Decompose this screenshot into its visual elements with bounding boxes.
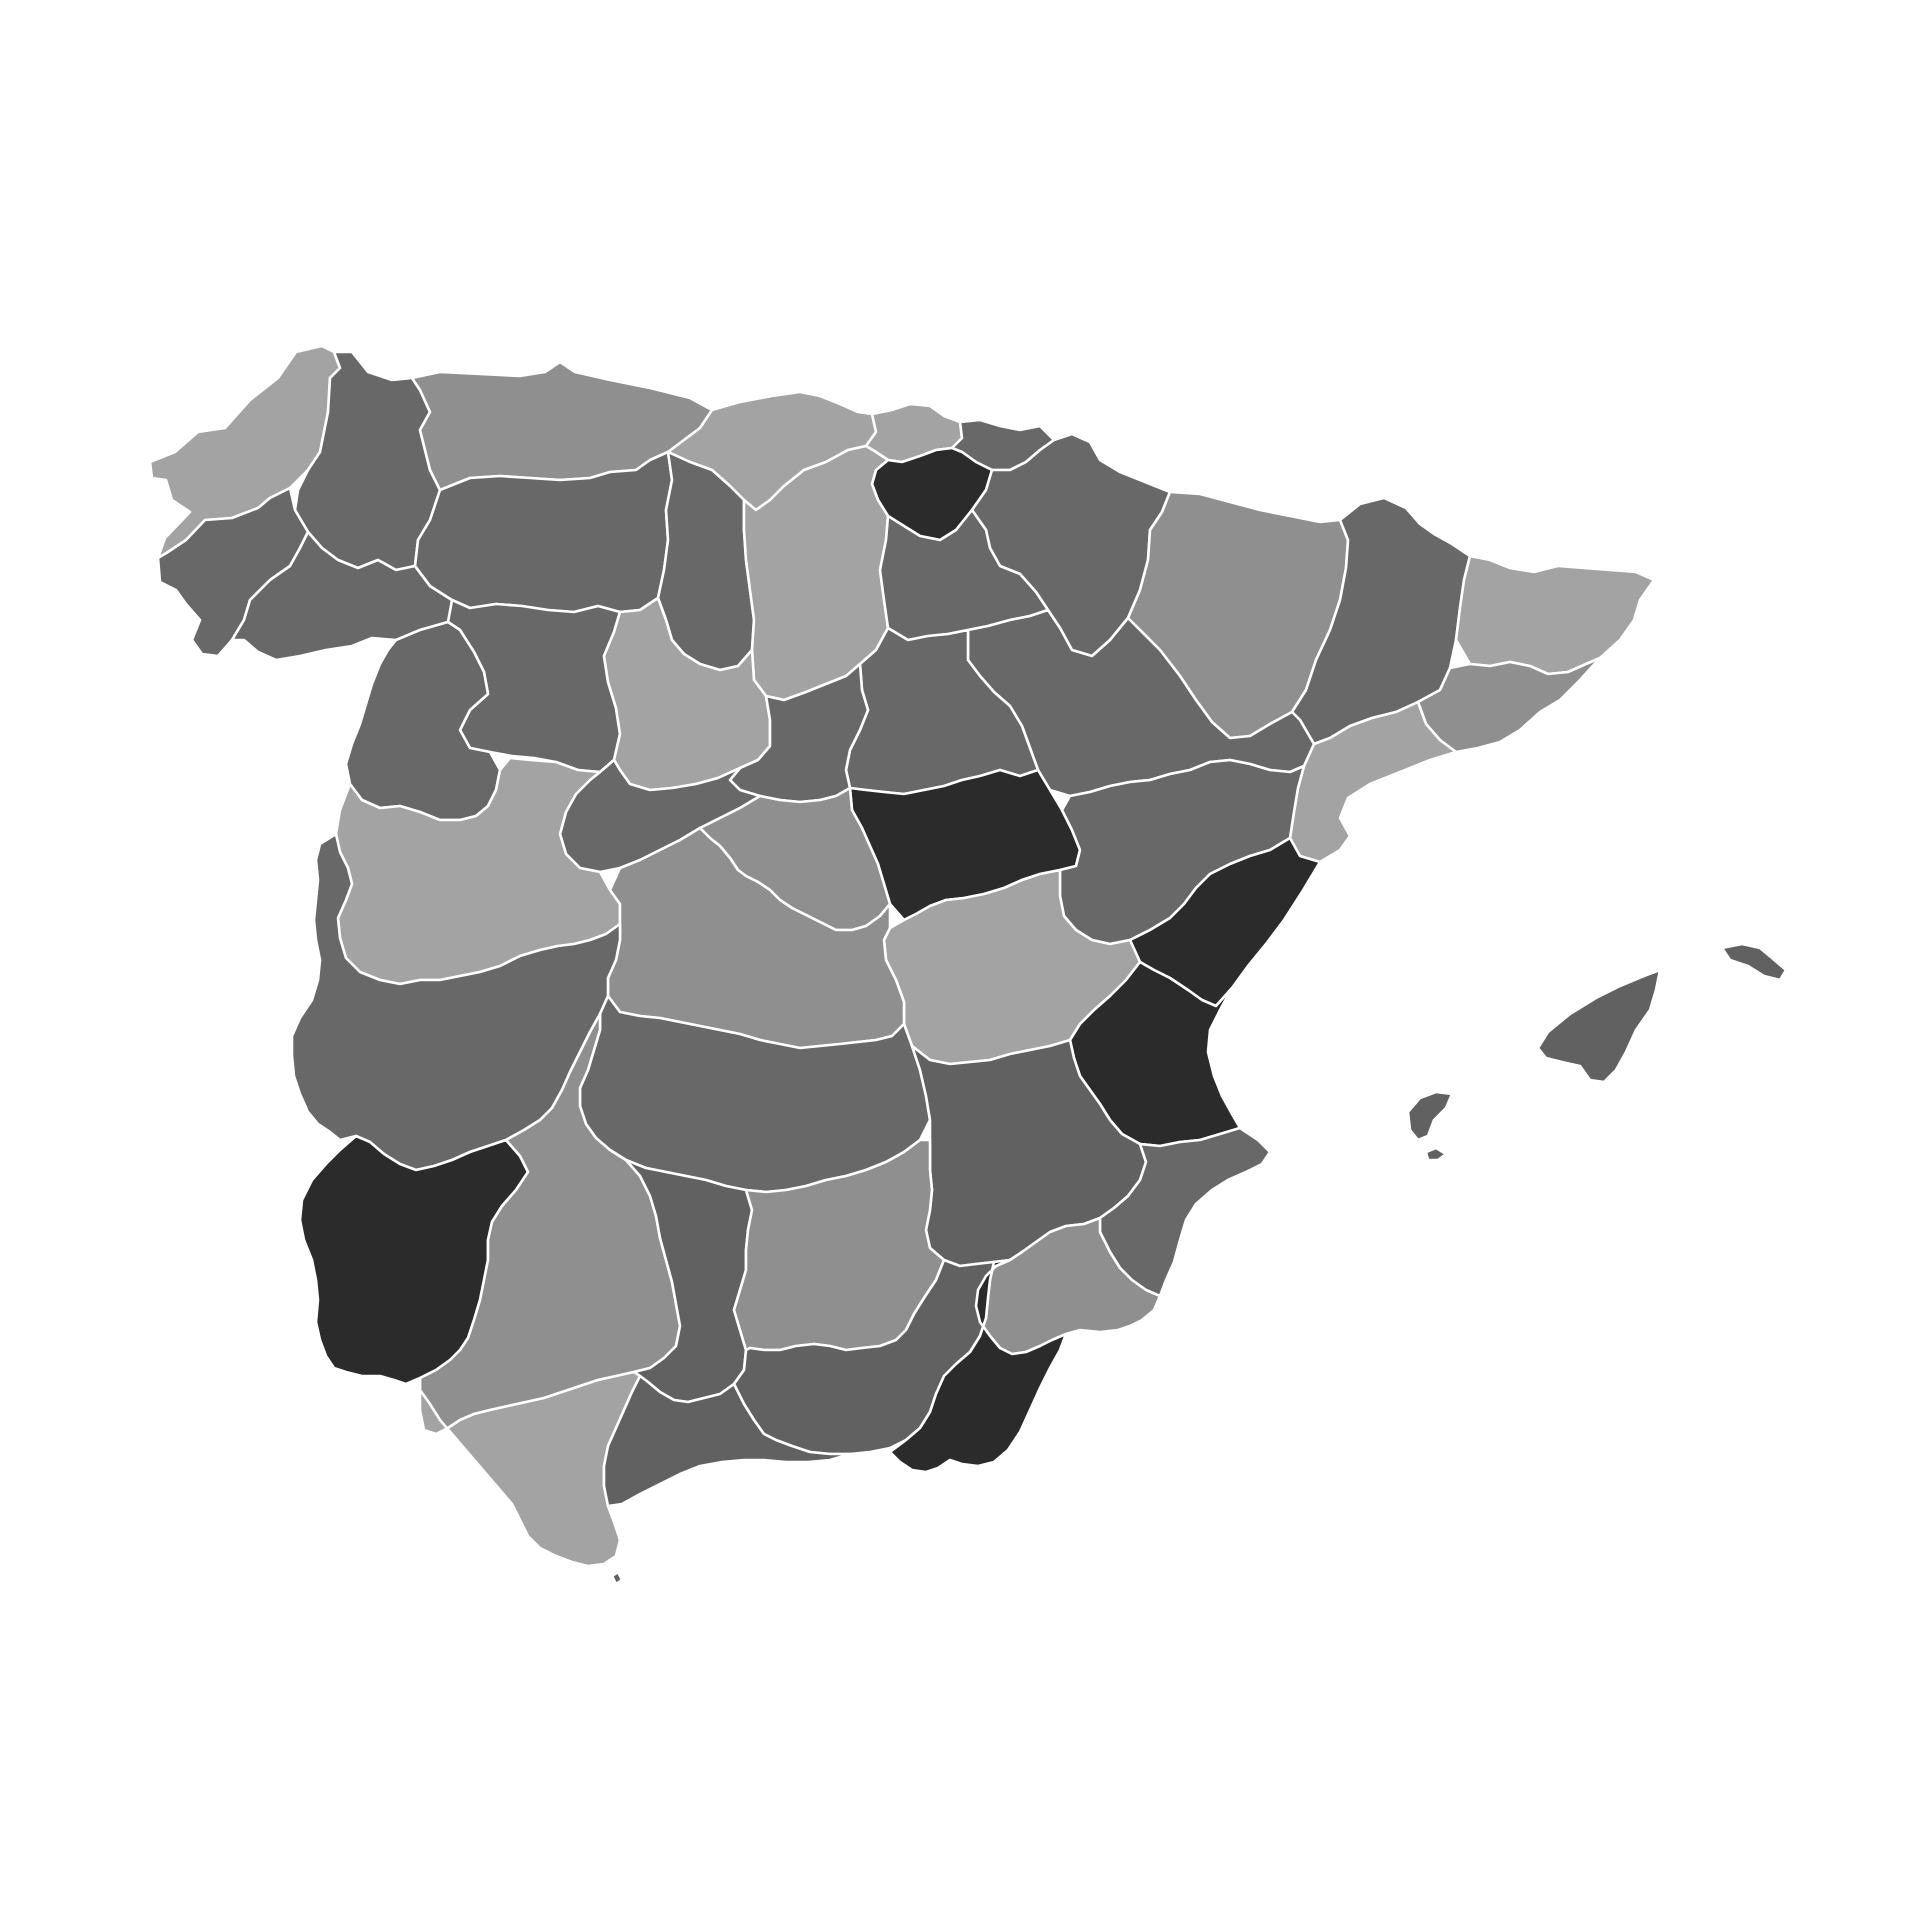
island-mallorca[interactable] <box>1536 968 1662 1084</box>
province-malaga[interactable] <box>602 1374 852 1508</box>
island-ibiza[interactable] <box>1406 1090 1454 1142</box>
island-formentera[interactable] <box>1424 1146 1448 1162</box>
island-menorca[interactable] <box>1720 942 1788 982</box>
province-almeria[interactable] <box>888 1258 1068 1474</box>
province-alicante[interactable] <box>1098 1126 1272 1298</box>
ceuta[interactable] <box>610 1570 624 1586</box>
province-ourense[interactable] <box>230 530 462 662</box>
province-girona[interactable] <box>1454 554 1656 676</box>
province-a-coruna[interactable] <box>148 344 342 560</box>
